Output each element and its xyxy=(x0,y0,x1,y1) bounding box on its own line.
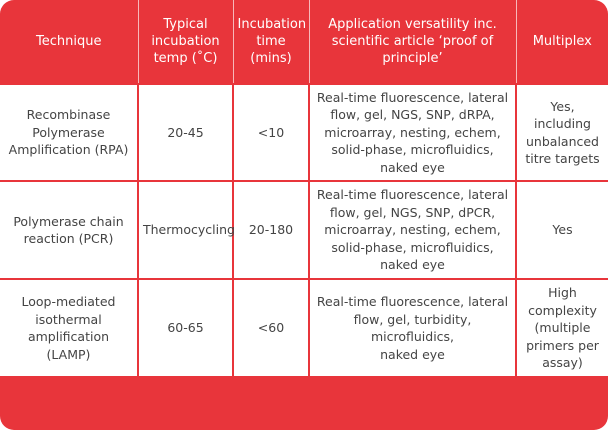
header-multiplex: Multiplex xyxy=(515,0,608,84)
header-row: Technique Typical incubation temp (˚C) I… xyxy=(0,0,608,84)
header-incubation-time: Incubation time (mins) xyxy=(232,0,309,84)
cell-temp: 60-65 xyxy=(137,278,233,376)
cell-technique: Recombinase Polymerase Amplification (RP… xyxy=(0,83,138,181)
cell-versatility: Real-time fluorescence, lateral flow, ge… xyxy=(308,83,516,181)
header-technique: Technique xyxy=(36,34,102,49)
comparison-table: Technique Typical incubation temp (˚C) I… xyxy=(0,0,608,376)
table-row: Loop-mediated isothermal amplification (… xyxy=(0,278,608,376)
cell-versatility: Real-time fluorescence, lateral flow, ge… xyxy=(308,278,516,376)
header-application-versatility: Application versatility inc. scientific … xyxy=(308,0,516,84)
cell-time: <60 xyxy=(232,278,309,376)
cell-multiplex: High complexity (multiple primers per as… xyxy=(515,278,608,376)
cell-time: <10 xyxy=(232,83,309,181)
cell-versatility: Real-time fluorescence, lateral flow, ge… xyxy=(308,180,516,279)
cell-multiplex: Yes xyxy=(515,180,608,279)
cell-technique: Polymerase chain reaction (PCR) xyxy=(0,180,138,279)
table-row: Polymerase chain reaction (PCR) Thermocy… xyxy=(0,180,608,279)
cell-temp: 20-45 xyxy=(137,83,233,181)
cell-multiplex: Yes, including unbalanced titre targets xyxy=(515,83,608,181)
cell-temp: Thermocycling xyxy=(137,180,235,279)
table-row: Recombinase Polymerase Amplification (RP… xyxy=(0,83,608,181)
cell-technique: Loop-mediated isothermal amplification (… xyxy=(0,278,138,376)
cell-time: 20-180 xyxy=(232,180,309,279)
header-incubation-temp: Typical incubation temp (˚C) xyxy=(137,0,233,84)
